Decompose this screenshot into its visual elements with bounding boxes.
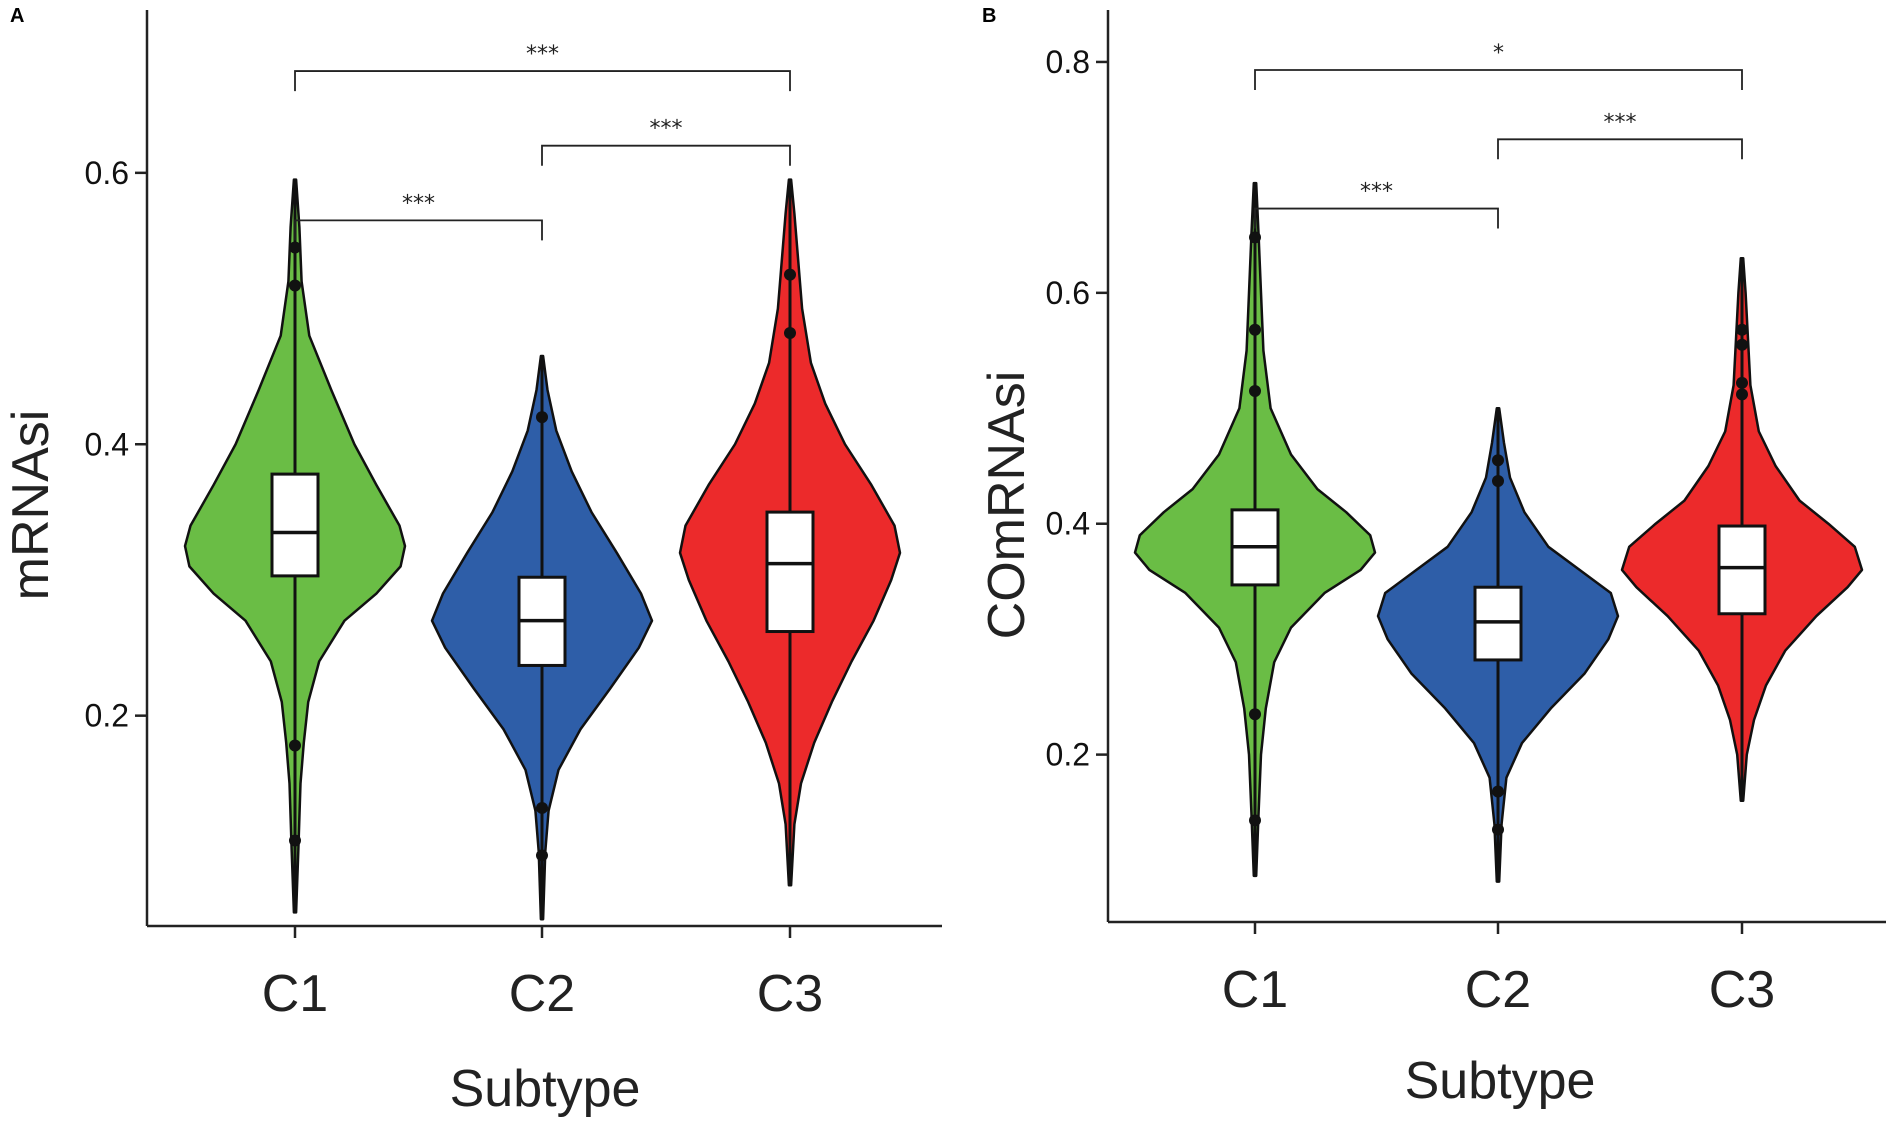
panel-a-x-tick-label-c2: C2: [509, 965, 575, 1023]
panel-b-outlier-c3: [1736, 388, 1748, 401]
panel-a-y-axis-label: mRNAsi: [2, 410, 60, 601]
panel-b-y-axis-label: COmRNAsi: [978, 371, 1036, 640]
panel-a-outlier-c2: [536, 849, 548, 862]
panel-a-outlier-c1: [289, 279, 301, 292]
panel-a-y-tick-label: 0.4: [85, 426, 129, 462]
panel-b-x-tick-label-c2: C2: [1465, 961, 1531, 1019]
panel-b-y-tick-label: 0.2: [1046, 737, 1090, 773]
panel-a-y-tick-label: 0.2: [85, 698, 129, 734]
panel-a-sig-label-c2-c3: ***: [650, 117, 683, 142]
panel-b-outlier-c1: [1249, 231, 1261, 244]
panel-a-bracket-c1-c2: [294, 219, 543, 241]
panel-a-letter: A: [10, 5, 24, 27]
panel-b-sig-label-c1-c2: ***: [1360, 180, 1393, 205]
panel-b-outlier-c1: [1249, 814, 1261, 827]
panel-b-box-c3: [1717, 524, 1767, 616]
panel-b-y-tick-label: 0.4: [1046, 506, 1090, 542]
panel-b-y-tick-label: 0.8: [1046, 44, 1090, 80]
panel-b: B COmRNAsi Subtype 0.20.40.60.8C1 C2 C3***…: [978, 5, 1886, 1110]
panel-a-x-tick-label-c3: C3: [757, 965, 823, 1023]
panel-a-x-axis-label: Subtype: [450, 1060, 641, 1118]
panel-b-outlier-c1: [1249, 708, 1261, 721]
panel-b-y-tick-label: 0.6: [1046, 275, 1090, 311]
panel-b-bracket-c1-c2: [1254, 207, 1499, 229]
panel-b-outlier-c3: [1736, 376, 1748, 389]
panel-a-outlier-c2: [536, 801, 548, 814]
panel-b-outlier-c1: [1249, 384, 1261, 397]
panel-a-outlier-c1: [289, 241, 301, 254]
panel-a-sig-label-c1-c3: ***: [526, 42, 559, 67]
panel-b-sig-label-c2-c3: ***: [1604, 110, 1637, 135]
panel-a-sig-label-c1-c2: ***: [402, 191, 435, 216]
panel-b-outlier-c3: [1736, 323, 1748, 336]
panel-b-x-tick-label-c3: C3: [1709, 961, 1775, 1019]
panel-b-outlier-c1: [1249, 323, 1261, 336]
panel-a-outlier-c3: [784, 268, 796, 281]
panel-a-box-c1: [270, 472, 320, 578]
panel-a-outlier-c3: [784, 326, 796, 339]
panel-b-outlier-c2: [1492, 785, 1504, 798]
panel-b-x-axis-label: Subtype: [1405, 1052, 1596, 1110]
panel-a-x-tick-label-c1: C1: [262, 965, 328, 1023]
panel-b-letter: B: [982, 5, 996, 27]
panel-a-bracket-c1-c3: [294, 70, 791, 92]
panel-a-outlier-c1: [289, 739, 301, 752]
panel-b-bracket-c1-c3: [1254, 69, 1743, 91]
panel-a-outlier-c1: [289, 834, 301, 847]
panel-a-outlier-c2: [536, 411, 548, 424]
panel-b-outlier-c2: [1492, 454, 1504, 467]
panel-b-bracket-c2-c3: [1497, 138, 1743, 160]
panel-b-outlier-c3: [1736, 338, 1748, 351]
panel-a-bracket-c2-c3: [541, 144, 791, 166]
panel-a-y-tick-label: 0.6: [85, 155, 129, 191]
panel-b-sig-label-c1-c3: *: [1493, 41, 1504, 66]
panel-a-box-c3: [765, 510, 815, 634]
panel-a: A mRNAsi Subtype 0.2 0.4 0.6 C1 C2 C3 *** *** **…: [2, 5, 942, 1118]
panel-b-outlier-c2: [1492, 823, 1504, 836]
panel-b-x-tick-label-c1: C1: [1222, 961, 1288, 1019]
panel-b-outlier-c2: [1492, 475, 1504, 488]
